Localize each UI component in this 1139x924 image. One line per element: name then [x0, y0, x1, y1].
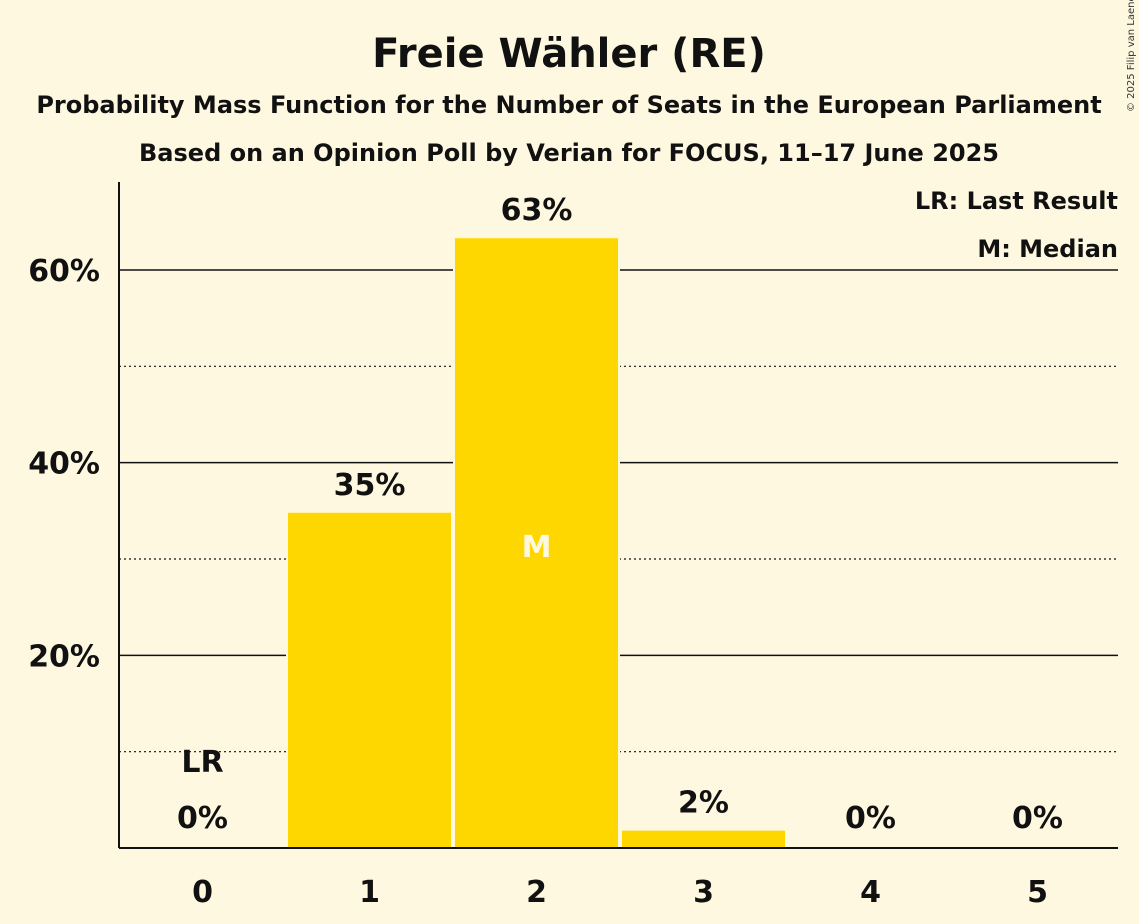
value-label: 63%: [501, 193, 573, 228]
bar-seats-2: [455, 238, 618, 848]
bar-seats-3: [622, 830, 785, 848]
value-label: 2%: [678, 786, 729, 821]
x-tick-label: 0: [192, 875, 213, 910]
x-tick-label: 1: [359, 875, 380, 910]
median-marker: M: [522, 530, 552, 565]
chart-subtitle-source: Based on an Opinion Poll by Verian for F…: [139, 139, 999, 167]
legend-last-result: LR: Last Result: [915, 187, 1118, 215]
value-label: 0%: [1012, 801, 1063, 836]
y-tick-label: 60%: [28, 254, 100, 289]
value-label: 0%: [177, 801, 228, 836]
chart-subtitle: Probability Mass Function for the Number…: [36, 91, 1101, 119]
value-label: 0%: [845, 801, 896, 836]
x-tick-label: 5: [1027, 875, 1048, 910]
copyright-notice: © 2025 Filip van Laenen: [1126, 0, 1137, 112]
chart-title: Freie Wähler (RE): [372, 31, 766, 77]
y-tick-label: 40%: [28, 447, 100, 482]
data-labels: 0% LR 35% 63% M 2% 0% 0%: [177, 193, 1063, 836]
axes: 20% 40% 60% 0 1 2 3 4 5: [28, 182, 1118, 910]
x-tick-label: 2: [526, 875, 547, 910]
last-result-marker: LR: [181, 745, 223, 780]
bar-seats-1: [288, 512, 451, 848]
x-tick-label: 3: [693, 875, 714, 910]
y-tick-label: 20%: [28, 639, 100, 674]
legend-median: M: Median: [977, 235, 1118, 263]
x-tick-label: 4: [860, 875, 881, 910]
value-label: 35%: [334, 468, 406, 503]
bars: [286, 234, 787, 848]
